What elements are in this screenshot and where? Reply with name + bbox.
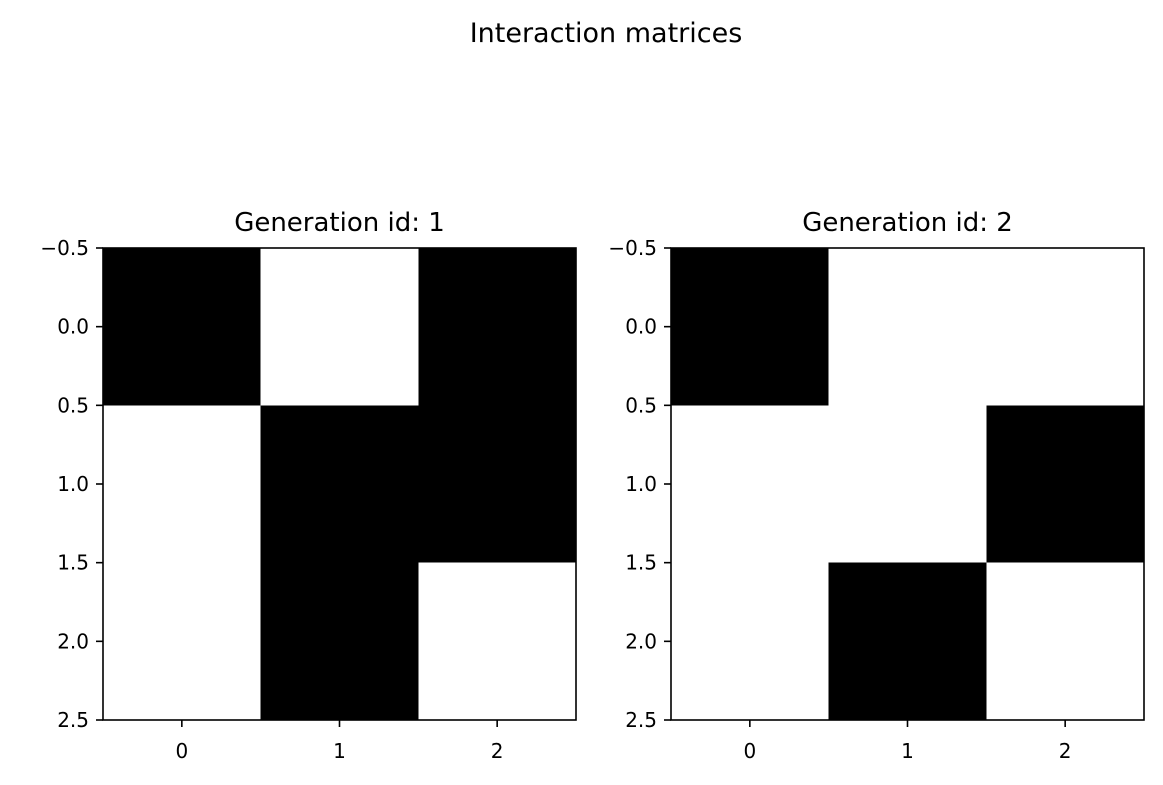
panel-2-y-tick-label: 0.5 [625, 393, 657, 417]
panel-1-x-tick-label: 1 [333, 739, 346, 763]
panel-1-cell-r2-c1 [260, 562, 419, 720]
panel-2-cell-r2-c1 [828, 562, 987, 720]
panel-2-cell-r0-c0 [671, 248, 829, 406]
panel-2-y-tick-label: 2.5 [625, 708, 657, 732]
panel-1-y-tick-label: 2.5 [57, 708, 89, 732]
panel-1-x-tick-label: 2 [491, 739, 504, 763]
panel-1-cell-r1-c1 [260, 405, 419, 563]
panel-2-cell-r1-c2 [986, 405, 1144, 563]
panel-1-cell-r0-c1 [260, 248, 419, 406]
panel-1-y-tick-label: −0.5 [40, 236, 89, 260]
panel-1-y-tick-label: 1.5 [57, 551, 89, 575]
panel-2-x-tick-label: 2 [1059, 739, 1072, 763]
panel-2-cell-r2-c2 [986, 562, 1144, 720]
panel-2-x-tick-label: 1 [901, 739, 914, 763]
panel-2-y-tick-label: 1.0 [625, 472, 657, 496]
panel-1-y-tick-label: 2.0 [57, 629, 89, 653]
panel-2-y-tick-label: 2.0 [625, 629, 657, 653]
panel-2-y-tick-label: 0.0 [625, 315, 657, 339]
panel-1-y-tick-label: 0.0 [57, 315, 89, 339]
panel-1-cell-r0-c0 [103, 248, 261, 406]
panel-2-cell-r0-c2 [986, 248, 1144, 406]
heatmap-panel-1: Generation id: 1 0 1 2 −0.5 0.0 0.5 1.0 1.5 2.0 2.… [40, 208, 577, 763]
figure-title: Interaction matrices [470, 18, 743, 49]
panel-2-x-tick-label: 0 [743, 739, 756, 763]
panel-1-cell-r0-c2 [418, 248, 576, 406]
panel-1-cell-r1-c0 [103, 405, 261, 563]
panel-2-cell-r2-c0 [671, 562, 829, 720]
panel-1-x-tick-label: 0 [175, 739, 188, 763]
panel-1-cell-r2-c2 [418, 562, 576, 720]
panel-2-cell-r1-c1 [828, 405, 987, 563]
panel-2-cell-r1-c0 [671, 405, 829, 563]
heatmap-panel-2: Generation id: 2 0 1 2 −0.5 0.0 0.5 1.0 1.5 2.0 2.… [608, 208, 1145, 763]
panel-2-title: Generation id: 2 [802, 208, 1013, 238]
panel-1-y-tick-label: 1.0 [57, 472, 89, 496]
panel-2-y-tick-label: 1.5 [625, 551, 657, 575]
panel-1-title: Generation id: 1 [234, 208, 445, 238]
panel-1-cell-r2-c0 [103, 562, 261, 720]
panel-2-y-tick-label: −0.5 [608, 236, 657, 260]
panel-1-cell-r1-c2 [418, 405, 576, 563]
panel-1-y-tick-label: 0.5 [57, 393, 89, 417]
panel-2-cell-r0-c1 [828, 248, 987, 406]
